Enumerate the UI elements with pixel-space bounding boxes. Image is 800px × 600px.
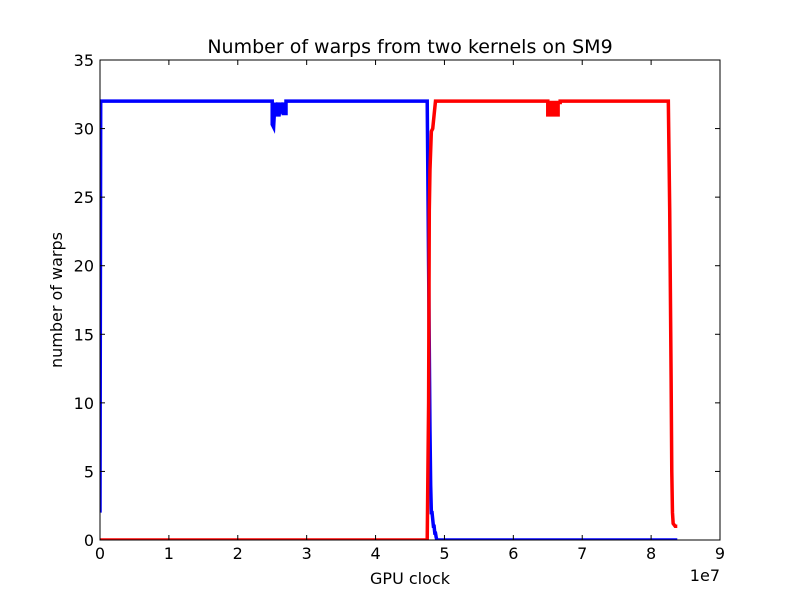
x-tick-label: 9 — [715, 544, 725, 563]
series-line-0 — [100, 99, 678, 540]
x-tick-label: 0 — [95, 544, 105, 563]
y-tick-label: 35 — [74, 51, 94, 70]
y-tick-label: 30 — [74, 120, 94, 139]
x-tick-label: 8 — [646, 544, 656, 563]
y-tick-label: 0 — [84, 531, 94, 550]
chart-title: Number of warps from two kernels on SM9 — [207, 36, 612, 58]
series-line-1 — [100, 99, 678, 540]
x-axis: 0 1 2 3 4 5 6 7 8 9 — [95, 60, 725, 563]
y-tick-label: 5 — [84, 462, 94, 481]
y-axis-label: number of warps — [47, 232, 66, 368]
plot-background — [100, 60, 720, 540]
x-axis-label: GPU clock — [370, 569, 451, 588]
x-tick-label: 3 — [302, 544, 312, 563]
x-tick-label: 5 — [439, 544, 449, 563]
x-tick-label: 1 — [164, 544, 174, 563]
plot-frame — [99, 59, 721, 541]
series-layer — [100, 99, 678, 540]
plot-area — [99, 59, 721, 541]
y-tick-label: 25 — [74, 188, 94, 207]
x-tick-label: 7 — [577, 544, 587, 563]
y-tick-label: 20 — [74, 257, 94, 276]
x-tick-label: 4 — [370, 544, 380, 563]
x-tick-label: 2 — [233, 544, 243, 563]
y-tick-label: 15 — [74, 325, 94, 344]
y-tick-label: 10 — [74, 394, 94, 413]
x-tick-label: 6 — [508, 544, 518, 563]
y-axis: 0 5 10 15 20 25 30 35 — [74, 51, 720, 550]
x-offset-label: 1e7 — [690, 566, 720, 585]
